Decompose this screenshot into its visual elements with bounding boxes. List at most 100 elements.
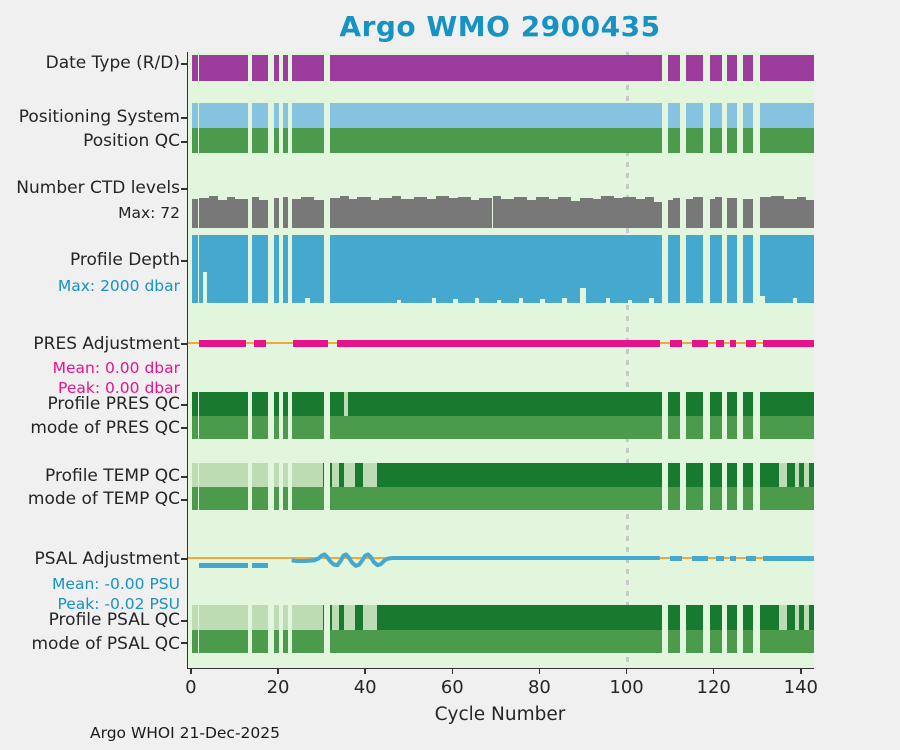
depth-bar — [396, 235, 401, 300]
adjustment-segment — [729, 555, 736, 561]
level-bar — [392, 196, 401, 228]
qc-segment — [727, 463, 738, 487]
data-segment — [252, 128, 269, 153]
adjustment-segment — [715, 339, 724, 347]
x-tick-label: 20 — [266, 677, 290, 698]
label-positioning-system: Positioning System — [18, 107, 180, 127]
track-pres-adjustment — [188, 336, 814, 350]
qc-segment — [343, 463, 355, 487]
y-tick-mark — [181, 117, 188, 119]
adjustment-segment — [692, 339, 709, 347]
level-bar — [198, 197, 210, 228]
data-segment — [191, 487, 198, 510]
depth-bar — [649, 235, 654, 299]
qc-segment — [799, 463, 805, 487]
data-segment — [282, 630, 289, 653]
adjustment-segment — [254, 339, 267, 347]
level-bar — [673, 197, 681, 228]
adjustment-segment — [198, 339, 246, 347]
label-depth-max: Max: 2000 dbar — [57, 277, 180, 295]
track-profile-psal-qc — [188, 605, 814, 630]
data-segment — [291, 55, 325, 81]
level-bar — [727, 197, 738, 228]
qc-segment — [329, 392, 663, 416]
qc-segment — [338, 463, 344, 487]
data-segment — [198, 630, 249, 653]
x-tick-mark — [277, 668, 279, 674]
qc-segment — [804, 605, 809, 630]
depth-bar — [518, 235, 523, 299]
qc-segment — [362, 463, 378, 487]
qc-segment — [709, 463, 722, 487]
data-segment — [252, 630, 269, 653]
track-ctd-levels — [188, 196, 814, 228]
chart-title: Argo WMO 2900435 — [339, 10, 661, 43]
depth-bar — [309, 235, 325, 303]
data-segment — [329, 55, 663, 81]
data-segment — [274, 128, 280, 153]
data-segment — [329, 487, 663, 510]
data-segment — [191, 416, 198, 439]
x-tick-label: 140 — [783, 677, 818, 698]
data-segment — [709, 630, 722, 653]
qc-segment — [282, 605, 289, 630]
data-segment — [759, 103, 814, 128]
data-segment — [282, 103, 289, 128]
level-bar — [557, 196, 571, 228]
track-mode-pres-qc — [188, 416, 814, 439]
level-bar — [191, 199, 198, 228]
level-bar — [685, 199, 693, 228]
level-bar — [274, 198, 280, 228]
level-bar — [259, 199, 269, 228]
depth-bar — [501, 235, 519, 303]
x-tick-label: 60 — [440, 677, 464, 698]
qc-segment — [787, 605, 796, 630]
level-bar — [427, 198, 436, 228]
data-segment — [743, 630, 754, 653]
data-segment — [727, 128, 738, 153]
track-mode-psal-qc — [188, 630, 814, 653]
reference-line-cycle-100 — [626, 52, 630, 668]
qc-segment — [282, 463, 289, 487]
qc-segment — [343, 605, 355, 630]
data-segment — [709, 128, 722, 153]
adjustment-segment — [669, 555, 682, 561]
y-tick-mark — [181, 642, 188, 644]
qc-segment — [377, 463, 663, 487]
depth-bar — [743, 235, 754, 303]
y-tick-mark — [181, 620, 188, 622]
level-bar — [370, 199, 380, 228]
adjustment-segment — [729, 339, 736, 347]
level-bar — [806, 199, 814, 228]
depth-bar — [610, 235, 628, 303]
depth-bar — [764, 235, 794, 303]
data-segment — [252, 487, 269, 510]
level-bar — [709, 198, 715, 228]
depth-bar — [797, 235, 814, 303]
label-psal-peak: Peak: -0.02 PSU — [57, 595, 180, 613]
level-bar — [714, 196, 722, 228]
level-bar — [514, 196, 528, 228]
data-segment — [668, 630, 681, 653]
level-bar — [329, 197, 341, 228]
level-bar — [401, 199, 415, 228]
data-segment — [709, 55, 722, 81]
track-profile-temp-qc — [188, 463, 814, 487]
qc-segment — [354, 605, 363, 630]
qc-segment — [799, 605, 805, 630]
data-segment — [709, 487, 722, 510]
y-tick-mark — [181, 404, 188, 406]
depth-bar — [305, 235, 310, 299]
level-bar — [784, 199, 798, 228]
qc-segment — [252, 392, 269, 416]
label-mode-pres-qc: mode of PRES QC — [30, 418, 180, 438]
label-pres-mean: Mean: 0.00 dbar — [52, 359, 180, 377]
data-segment — [282, 128, 289, 153]
track-positioning-system — [188, 103, 814, 128]
data-segment — [743, 128, 754, 153]
qc-segment — [323, 605, 325, 630]
data-segment — [668, 416, 681, 439]
data-segment — [291, 630, 325, 653]
level-bar — [470, 199, 480, 228]
y-tick-mark — [181, 558, 188, 560]
